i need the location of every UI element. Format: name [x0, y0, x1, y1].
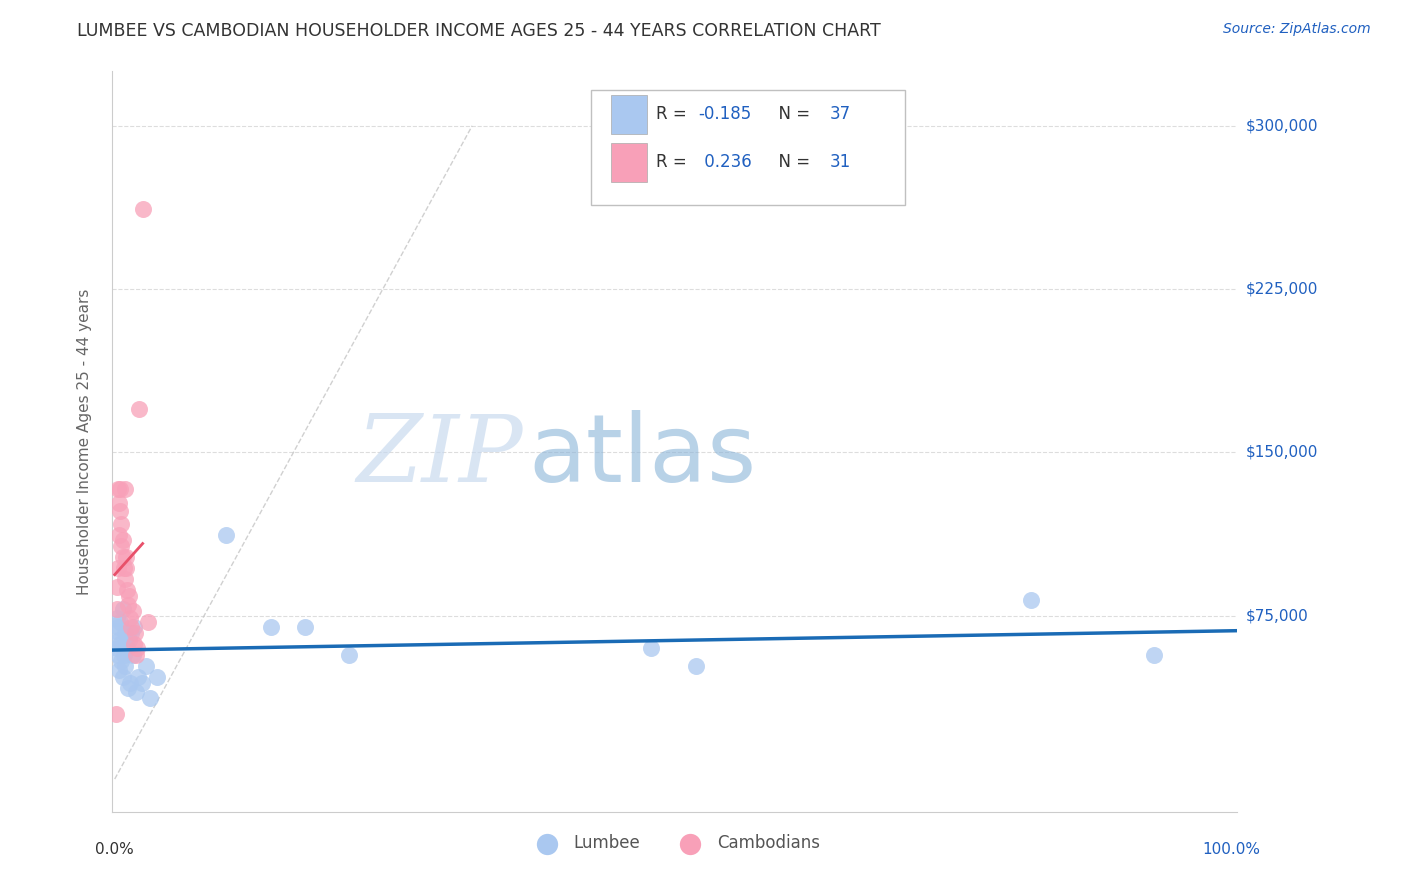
Point	[108, 632, 131, 647]
Point	[108, 663, 131, 677]
Text: -0.185: -0.185	[699, 105, 752, 123]
Point	[111, 602, 134, 616]
Point	[121, 619, 143, 633]
Point	[115, 637, 138, 651]
Point	[104, 624, 127, 638]
Point	[111, 549, 134, 564]
Point	[107, 483, 129, 497]
FancyBboxPatch shape	[610, 144, 647, 182]
Point	[110, 615, 132, 630]
Point	[117, 681, 139, 695]
Point	[115, 561, 138, 575]
Point	[105, 611, 128, 625]
Point	[215, 528, 238, 542]
Point	[110, 483, 132, 497]
Point	[118, 632, 141, 647]
Point	[110, 517, 132, 532]
Point	[112, 561, 135, 575]
Point	[105, 641, 128, 656]
Point	[117, 598, 139, 612]
Point	[128, 401, 150, 416]
Point	[114, 626, 136, 640]
Point	[107, 619, 129, 633]
Point	[685, 658, 707, 673]
Point	[131, 202, 153, 216]
FancyBboxPatch shape	[610, 95, 647, 134]
Text: N =: N =	[768, 105, 815, 123]
Point	[135, 658, 157, 673]
Point	[105, 602, 128, 616]
Point	[136, 615, 159, 630]
Text: 0.0%: 0.0%	[96, 842, 134, 857]
Point	[108, 528, 131, 542]
Y-axis label: Householder Income Ages 25 - 44 years: Householder Income Ages 25 - 44 years	[77, 288, 91, 595]
Point	[105, 581, 128, 595]
Text: R =: R =	[655, 153, 692, 171]
Point	[121, 604, 143, 618]
Point	[115, 582, 138, 597]
Point	[114, 483, 136, 497]
Text: 37: 37	[830, 105, 851, 123]
Point	[112, 648, 135, 662]
Text: LUMBEE VS CAMBODIAN HOUSEHOLDER INCOME AGES 25 - 44 YEARS CORRELATION CHART: LUMBEE VS CAMBODIAN HOUSEHOLDER INCOME A…	[77, 22, 882, 40]
Point	[107, 561, 129, 575]
Point	[127, 670, 149, 684]
Point	[110, 637, 132, 651]
Point	[115, 549, 138, 564]
Point	[107, 648, 129, 662]
Text: Source: ZipAtlas.com: Source: ZipAtlas.com	[1223, 22, 1371, 37]
Point	[640, 641, 662, 656]
Legend: Lumbee, Cambodians: Lumbee, Cambodians	[523, 828, 827, 859]
Point	[114, 658, 136, 673]
Point	[125, 685, 148, 699]
Point	[124, 626, 146, 640]
Point	[1142, 648, 1164, 662]
Point	[121, 648, 143, 662]
Text: 0.236: 0.236	[699, 153, 751, 171]
Text: $300,000: $300,000	[1246, 119, 1317, 133]
Point	[131, 676, 153, 690]
Point	[118, 589, 141, 603]
Text: 100.0%: 100.0%	[1202, 842, 1261, 857]
Point	[122, 637, 145, 651]
Point	[125, 641, 148, 656]
Text: $225,000: $225,000	[1246, 282, 1317, 297]
Point	[146, 670, 169, 684]
Text: $150,000: $150,000	[1246, 445, 1317, 460]
Point	[110, 539, 132, 553]
Point	[104, 706, 127, 721]
Point	[294, 619, 316, 633]
Point	[111, 533, 134, 547]
Text: 31: 31	[830, 153, 852, 171]
Text: $75,000: $75,000	[1246, 608, 1309, 624]
Point	[121, 626, 143, 640]
Point	[122, 619, 145, 633]
Point	[114, 572, 136, 586]
Point	[125, 648, 148, 662]
Text: R =: R =	[655, 105, 692, 123]
Point	[110, 655, 132, 669]
Point	[120, 611, 142, 625]
Text: N =: N =	[768, 153, 815, 171]
FancyBboxPatch shape	[591, 90, 905, 204]
Point	[108, 495, 131, 509]
Point	[110, 504, 132, 518]
Point	[139, 691, 162, 706]
Point	[120, 676, 142, 690]
Point	[111, 670, 134, 684]
Point	[260, 619, 283, 633]
Text: atlas: atlas	[529, 410, 756, 502]
Text: ZIP: ZIP	[356, 411, 523, 501]
Point	[337, 648, 360, 662]
Point	[1019, 593, 1042, 607]
Point	[115, 641, 138, 656]
